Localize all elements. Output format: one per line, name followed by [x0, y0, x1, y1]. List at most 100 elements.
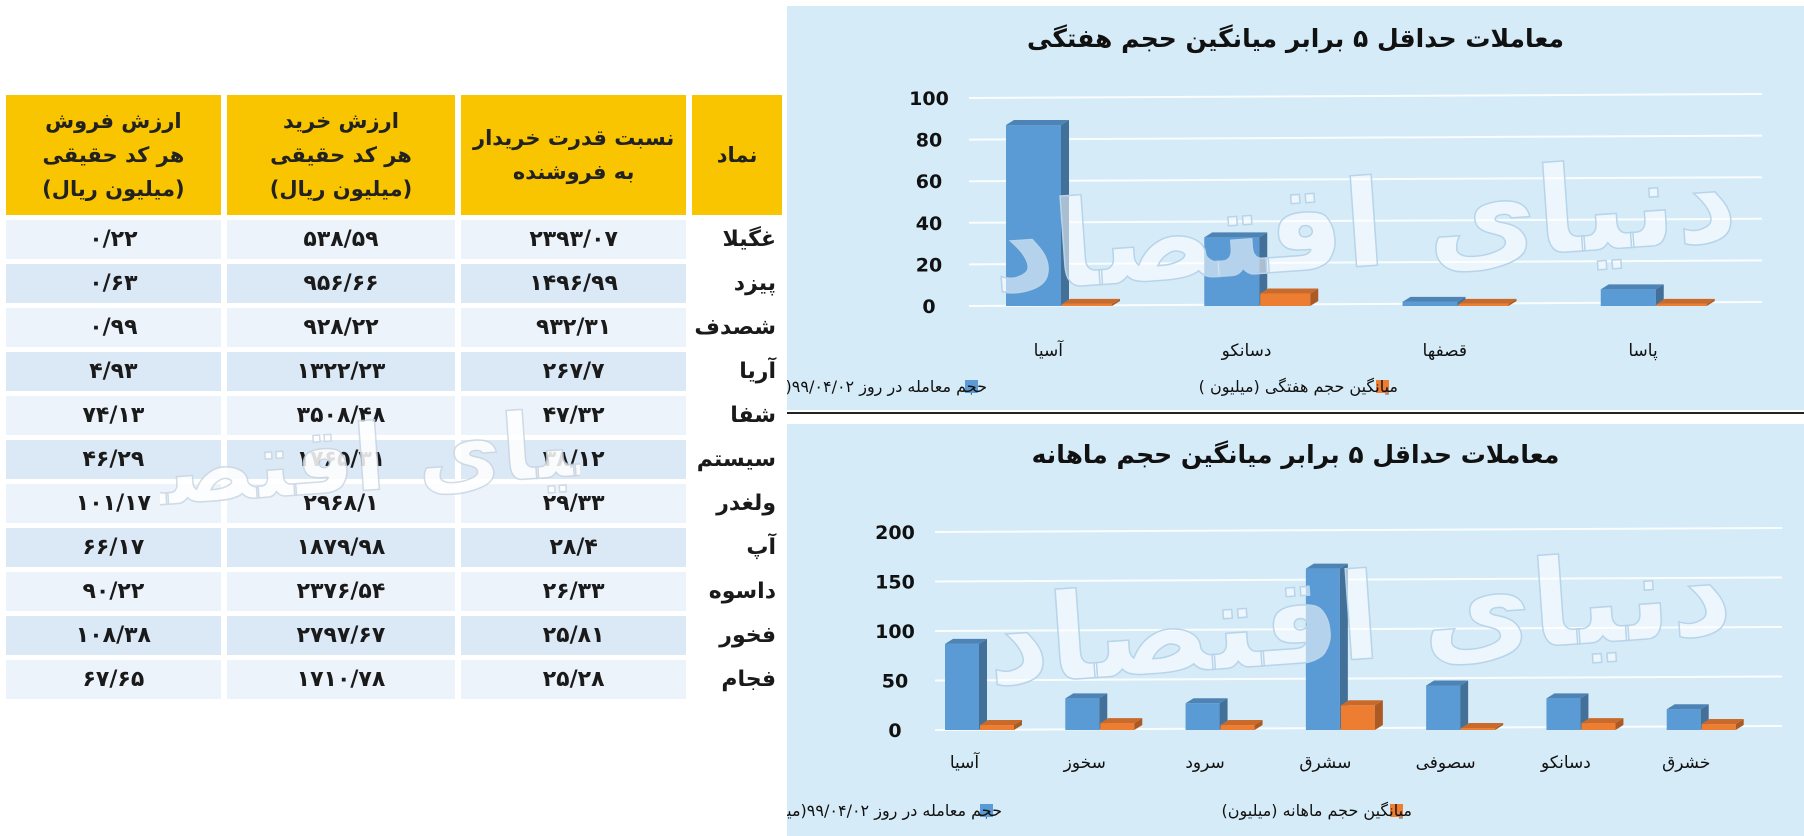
cell-buy-value: ۹۲۸/۲۲ — [226, 308, 456, 347]
table-row: شصدف ۹۳۲/۳۱ ۹۲۸/۲۲ ۰/۹۹ — [6, 308, 782, 347]
bar-average — [1701, 719, 1744, 730]
cell-sell-value: ۷۴/۱۳ — [6, 396, 221, 435]
x-category-label: سصوفی — [1416, 753, 1476, 773]
cell-ratio: ۲۶/۳۳ — [461, 572, 687, 611]
cell-sell-value: ۰/۶۳ — [6, 264, 221, 303]
bar-average — [1581, 718, 1624, 730]
table-row: داسوه ۲۶/۳۳ ۲۳۷۶/۵۴ ۹۰/۲۲ — [6, 572, 782, 611]
gridline — [934, 675, 1783, 682]
table-row: پیزد ۱۴۹۶/۹۹ ۹۵۶/۶۶ ۰/۶۳ — [6, 264, 782, 303]
bar-volume — [945, 638, 987, 730]
cell-sell-value: ۱۰۸/۳۸ — [6, 616, 221, 655]
bar-volume — [1600, 284, 1664, 306]
legend-label-volume: حجم معامله در روز ۹۹/۰۴/۰۲(میلیون ) — [787, 801, 1002, 821]
table-row: غگیلا ۲۳۹۳/۰۷ ۵۳۸/۵۹ ۰/۲۲ — [6, 220, 782, 259]
legend-swatch-average — [1376, 380, 1389, 393]
y-tick-label: 80 — [916, 130, 942, 152]
cell-symbol: شفا — [692, 396, 782, 435]
table-row: ولغدر ۲۹/۳۳ ۲۹۶۸/۱ ۱۰۱/۱۷ — [6, 484, 782, 523]
cell-sell-value: ۶۷/۶۵ — [6, 660, 221, 699]
cell-buy-value: ۱۸۷۹/۹۸ — [226, 528, 456, 567]
cell-sell-value: ۴۶/۲۹ — [6, 440, 221, 479]
y-tick-label: 0 — [922, 296, 935, 318]
cell-symbol: فخور — [692, 616, 782, 655]
bar-volume — [1666, 704, 1709, 730]
cell-symbol: آریا — [692, 352, 782, 391]
table-row: فخور ۲۵/۸۱ ۲۷۹۷/۶۷ ۱۰۸/۳۸ — [6, 616, 782, 655]
monthly-volume-chart: 0 50 100 150 200 آسیا سخوز سرود سشرق سصوفی دسانکو خ… — [787, 522, 1783, 821]
x-category-label: خشرق — [1662, 753, 1710, 773]
x-category-label: دسانکو — [1221, 341, 1272, 361]
bar-average — [1656, 298, 1715, 306]
bar-average — [1461, 723, 1504, 730]
legend-swatch-volume — [965, 380, 978, 393]
table-row: آریا ۲۶۷/۷ ۱۳۲۲/۲۳ ۴/۹۳ — [6, 352, 782, 391]
cell-ratio: ۲۶۷/۷ — [461, 352, 687, 391]
data-table-container: نماد نسبت قدرت خریدار به فروشنده ارزش خر… — [6, 90, 782, 704]
cell-ratio: ۲۸/۴ — [461, 528, 687, 567]
chart-divider — [787, 412, 1804, 414]
gridline — [968, 176, 1763, 183]
bar-volume — [1204, 232, 1268, 306]
cell-sell-value: ۰/۹۹ — [6, 308, 221, 347]
bar-volume — [1426, 680, 1469, 730]
bar-average — [980, 720, 1022, 730]
y-tick-label: 200 — [875, 522, 915, 544]
bar-volume — [1065, 693, 1108, 730]
cell-ratio: ۲۳۹۳/۰۷ — [461, 220, 687, 259]
cell-symbol: شصدف — [692, 308, 782, 347]
bar-volume — [1402, 296, 1466, 306]
monthly-chart-panel: معاملات حداقل ۵ برابر میانگین حجم ماهانه… — [787, 424, 1804, 836]
cell-buy-value: ۱۷۶۵/۳۱ — [226, 440, 456, 479]
x-category-label: پاسا — [1628, 341, 1658, 361]
table-body: غگیلا ۲۳۹۳/۰۷ ۵۳۸/۵۹ ۰/۲۲ پیزد ۱۴۹۶/۹۹ ۹۵۶/۶۶ ۰… — [6, 220, 782, 699]
x-category-label: سشرق — [1299, 753, 1351, 773]
legend-swatch-average — [1390, 804, 1403, 817]
bar-volume — [1546, 693, 1589, 730]
cell-buy-value: ۱۷۱۰/۷۸ — [226, 660, 456, 699]
cell-symbol: آپ — [692, 528, 782, 567]
bar-average — [1062, 298, 1120, 306]
cell-sell-value: ۴/۹۳ — [6, 352, 221, 391]
table-row: سیستم ۳۸/۱۲ ۱۷۶۵/۳۱ ۴۶/۲۹ — [6, 440, 782, 479]
legend-swatch-volume — [980, 804, 993, 817]
y-tick-label: 60 — [916, 171, 942, 193]
cell-buy-value: ۹۵۶/۶۶ — [226, 264, 456, 303]
header-symbol: نماد — [692, 95, 782, 215]
gridline — [934, 527, 1783, 533]
cell-symbol: غگیلا — [692, 220, 782, 259]
y-tick-label: 50 — [882, 671, 908, 693]
x-category-label: دسانکو — [1540, 753, 1591, 773]
gridline — [968, 217, 1763, 224]
gridline — [934, 576, 1783, 583]
cell-ratio: ۹۳۲/۳۱ — [461, 308, 687, 347]
legend-label-volume: حجم معامله در روز ۹۹/۰۴/۰۲(میلیون ) — [787, 377, 987, 397]
bar-average — [1458, 298, 1517, 306]
weekly-chart-panel: معاملات حداقل ۵ برابر میانگین حجم هفتگی … — [787, 6, 1804, 410]
table-row: آپ ۲۸/۴ ۱۸۷۹/۹۸ ۶۶/۱۷ — [6, 528, 782, 567]
legend-label-average: میانگین حجم ماهانه (میلیون) — [1221, 801, 1412, 821]
gridline — [968, 259, 1763, 266]
cell-buy-value: ۲۷۹۷/۶۷ — [226, 616, 456, 655]
bar-volume — [1185, 698, 1228, 730]
table-row: فجام ۲۵/۲۸ ۱۷۱۰/۷۸ ۶۷/۶۵ — [6, 660, 782, 699]
watermark-logo: دنیای اقتصاد — [160, 384, 580, 532]
y-tick-label: 150 — [875, 572, 915, 594]
cell-ratio: ۴۷/۳۲ — [461, 396, 687, 435]
cell-sell-value: ۹۰/۲۲ — [6, 572, 221, 611]
cell-sell-value: ۶۶/۱۷ — [6, 528, 221, 567]
bar-average — [1100, 718, 1143, 730]
cell-sell-value: ۱۰۱/۱۷ — [6, 484, 221, 523]
cell-buy-value: ۳۵۰۸/۴۸ — [226, 396, 456, 435]
weekly-volume-chart: 0 20 40 60 80 100 آسیا دسانکو قصفها پاسا حجم معامل… — [787, 88, 1763, 397]
x-category-label: آسیا — [1034, 339, 1065, 361]
y-tick-label: 100 — [909, 88, 949, 110]
x-category-label: سخوز — [1063, 753, 1106, 773]
y-tick-label: 0 — [888, 720, 901, 742]
header-ratio: نسبت قدرت خریدار به فروشنده — [461, 95, 687, 215]
cell-ratio: ۳۸/۱۲ — [461, 440, 687, 479]
cell-symbol: فجام — [692, 660, 782, 699]
bar-average — [1220, 720, 1263, 730]
table-row: شفا ۴۷/۳۲ ۳۵۰۸/۴۸ ۷۴/۱۳ — [6, 396, 782, 435]
cell-ratio: ۲۵/۸۱ — [461, 616, 687, 655]
